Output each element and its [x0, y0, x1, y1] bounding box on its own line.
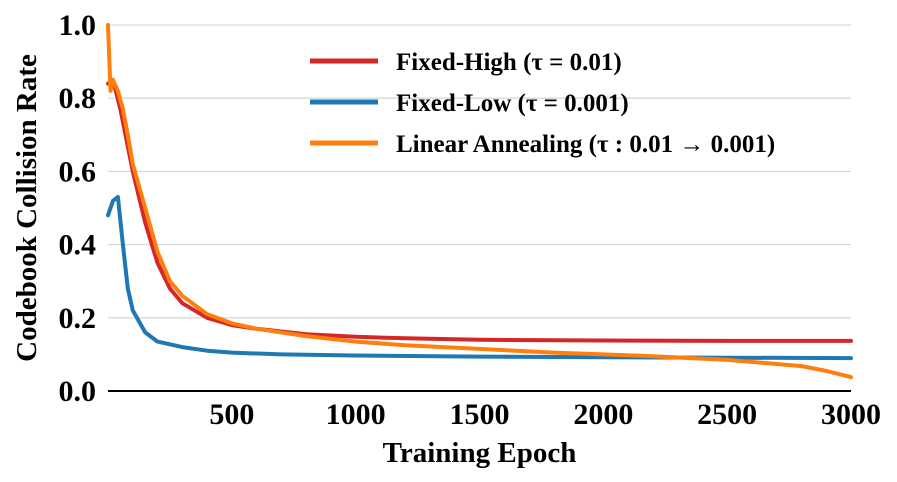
y-tick-label: 0.6 — [59, 155, 97, 188]
x-tick-label: 1000 — [326, 398, 386, 431]
legend-label-3: Linear Annealing (τ : 0.01 → 0.001) — [396, 131, 775, 158]
y-tick-label: 0.2 — [59, 302, 97, 335]
x-axis-title: Training Epoch — [383, 437, 577, 469]
grid-lines — [108, 24, 851, 319]
x-tick-label: 2000 — [573, 398, 633, 431]
y-tick-label: 0.8 — [59, 82, 97, 115]
y-tick-label: 0.4 — [59, 229, 97, 262]
legend: Fixed-High (τ = 0.01) Fixed-Low (τ = 0.00… — [310, 49, 775, 158]
series-line-2 — [106, 195, 853, 361]
series-line-3 — [106, 23, 853, 380]
y-axis-ticks: 0.0 0.2 0.4 0.6 0.8 1.0 — [59, 9, 97, 408]
x-tick-label: 500 — [209, 398, 254, 431]
y-axis-title: Codebook Collision Rate — [11, 54, 43, 362]
x-axis-ticks: 500 1000 1500 2000 2500 3000 — [209, 398, 881, 431]
x-tick-label: 1500 — [450, 398, 510, 431]
x-tick-label: 2500 — [697, 398, 757, 431]
y-tick-label: 1.0 — [59, 9, 97, 42]
legend-label-1: Fixed-High (τ = 0.01) — [396, 49, 622, 76]
legend-label-2: Fixed-Low (τ = 0.001) — [396, 90, 629, 117]
series-lines — [106, 23, 853, 380]
y-tick-label: 0.0 — [59, 375, 97, 408]
x-tick-label: 3000 — [821, 398, 881, 431]
series-line-1 — [106, 77, 853, 343]
